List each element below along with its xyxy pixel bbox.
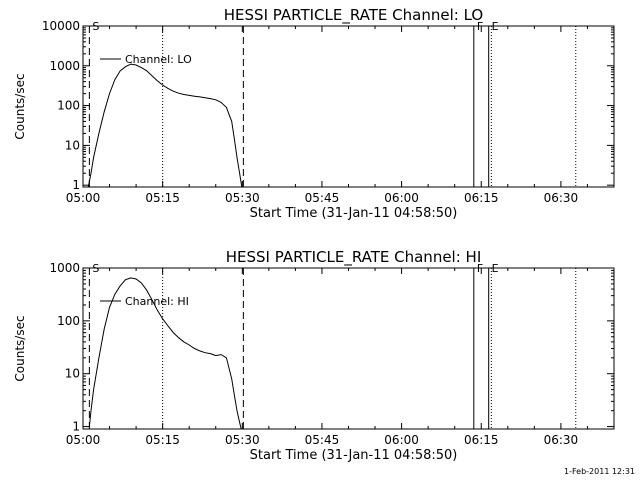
event-marker-label: S xyxy=(92,20,99,33)
x-tick-label: 06:00 xyxy=(384,191,419,205)
x-tick-label: 05:30 xyxy=(225,433,260,447)
y-tick-label: 1 xyxy=(72,420,80,434)
series-line xyxy=(87,63,243,188)
event-marker-label: E xyxy=(492,20,499,33)
y-tick-label: 10000 xyxy=(42,19,80,33)
x-tick-label: 05:15 xyxy=(145,433,180,447)
x-tick-label: 05:00 xyxy=(66,191,101,205)
x-tick-label: 06:30 xyxy=(544,191,579,205)
y-tick-label: 1000 xyxy=(49,261,80,275)
x-axis-label: Start Time (31-Jan-11 04:58:50) xyxy=(250,448,458,463)
event-marker-label: S xyxy=(92,262,99,275)
y-tick-label: 1 xyxy=(72,178,80,192)
x-tick-label: 06:15 xyxy=(464,191,499,205)
date-stamp: 1-Feb-2011 12:31 xyxy=(564,467,635,476)
chart-panel-lo: HESSI PARTICLE_RATE Channel: LO 05:00 05:1… xyxy=(13,6,615,221)
event-marker-label: F xyxy=(477,20,483,33)
y-axis-label: Counts/sec xyxy=(13,73,27,139)
x-tick-label: 06:00 xyxy=(384,433,419,447)
chart-panel-hi: HESSI PARTICLE_RATE Channel: HI 05:00 05:1… xyxy=(13,248,615,463)
y-tick-label: 100 xyxy=(57,99,80,113)
x-axis-label: Start Time (31-Jan-11 04:58:50) xyxy=(250,206,458,221)
event-marker-label: E xyxy=(492,262,499,275)
y-tick-label: 10 xyxy=(65,367,80,381)
series-line xyxy=(88,277,242,430)
legend-label: Channel: HI xyxy=(125,295,189,308)
chart-title: HESSI PARTICLE_RATE Channel: HI xyxy=(226,248,482,267)
chart-title: HESSI PARTICLE_RATE Channel: LO xyxy=(224,6,483,25)
x-tick-label: 05:30 xyxy=(225,191,260,205)
y-tick-label: 1000 xyxy=(49,59,80,73)
y-tick-label: 100 xyxy=(57,314,80,328)
y-tick-label: 10 xyxy=(65,138,80,152)
x-tick-label: 06:30 xyxy=(544,433,579,447)
y-axis-label: Counts/sec xyxy=(13,315,27,381)
event-marker-label: F xyxy=(477,262,483,275)
x-tick-label: 05:45 xyxy=(305,433,340,447)
x-tick-label: 05:45 xyxy=(305,191,340,205)
x-tick-label: 05:00 xyxy=(66,433,101,447)
legend-label: Channel: LO xyxy=(125,53,192,66)
x-tick-label: 05:15 xyxy=(145,191,180,205)
x-tick-label: 06:15 xyxy=(464,433,499,447)
